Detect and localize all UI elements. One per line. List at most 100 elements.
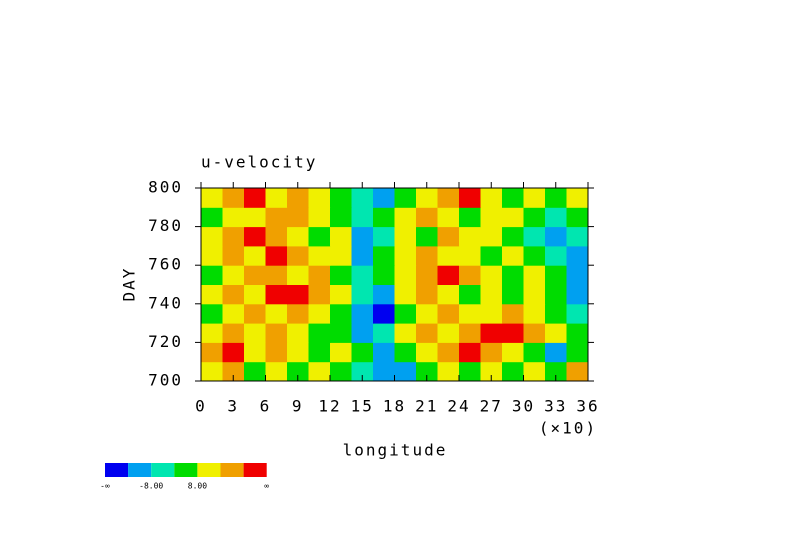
cell xyxy=(480,303,503,324)
cell xyxy=(222,284,245,305)
cell xyxy=(459,188,481,208)
cell xyxy=(373,284,395,305)
cell xyxy=(502,323,524,343)
cell xyxy=(459,245,481,266)
cell xyxy=(416,303,438,324)
cell xyxy=(330,226,352,247)
cell xyxy=(502,207,524,228)
cell xyxy=(308,226,331,247)
cell xyxy=(502,188,524,208)
cell xyxy=(437,303,460,324)
colorbar-swatch xyxy=(220,463,244,477)
cell xyxy=(502,284,524,305)
cell xyxy=(265,245,288,266)
cell xyxy=(308,188,331,208)
cell xyxy=(201,245,223,266)
cell xyxy=(265,323,288,343)
cell xyxy=(437,342,460,363)
x-tick-label: 27 xyxy=(480,397,503,416)
x-tick-label: 0 xyxy=(195,397,207,416)
y-tick-label: 740 xyxy=(148,293,183,312)
cell xyxy=(244,265,266,285)
cell xyxy=(545,323,567,343)
cell xyxy=(545,207,567,228)
cell xyxy=(394,245,417,266)
x-tick-label: 12 xyxy=(318,397,341,416)
cell xyxy=(201,188,223,208)
cell xyxy=(566,323,589,343)
cell xyxy=(480,284,503,305)
y-axis-label: DAY xyxy=(120,267,139,302)
colorbar-swatch xyxy=(197,463,221,477)
cell xyxy=(394,323,417,343)
cell xyxy=(222,188,245,208)
x-axis-label: longitude xyxy=(343,441,448,460)
cell xyxy=(416,284,438,305)
colorbar-swatch xyxy=(128,463,152,477)
cell xyxy=(545,226,567,247)
cell xyxy=(222,207,245,228)
x-tick-label: 30 xyxy=(512,397,535,416)
cell xyxy=(308,245,331,266)
cell xyxy=(523,284,546,305)
cell xyxy=(459,265,481,285)
cell xyxy=(394,226,417,247)
cell xyxy=(502,303,524,324)
cell xyxy=(265,265,288,285)
cell xyxy=(308,207,331,228)
cell xyxy=(566,303,589,324)
cell xyxy=(351,207,374,228)
cell xyxy=(308,361,331,382)
cell xyxy=(201,284,223,305)
cell xyxy=(480,245,503,266)
cell xyxy=(394,303,417,324)
cell xyxy=(545,265,567,285)
cell xyxy=(459,323,481,343)
cell xyxy=(222,342,245,363)
x-tick-label: 6 xyxy=(260,397,272,416)
cell xyxy=(459,207,481,228)
cell xyxy=(373,342,395,363)
cell xyxy=(265,342,288,363)
cell xyxy=(437,207,460,228)
cell xyxy=(566,207,589,228)
cell xyxy=(351,188,374,208)
cell xyxy=(545,342,567,363)
cell xyxy=(416,245,438,266)
cell xyxy=(222,303,245,324)
x-tick-label: 36 xyxy=(576,397,599,416)
cell xyxy=(437,226,460,247)
cell xyxy=(201,361,223,382)
cell xyxy=(222,361,245,382)
cell xyxy=(373,265,395,285)
cell xyxy=(351,361,374,382)
cell xyxy=(287,284,309,305)
cell xyxy=(373,245,395,266)
cell xyxy=(287,226,309,247)
cell xyxy=(523,361,546,382)
cell xyxy=(459,342,481,363)
cell xyxy=(566,226,589,247)
cell xyxy=(308,265,331,285)
chart-title: u-velocity xyxy=(201,153,317,172)
cell xyxy=(201,323,223,343)
cell xyxy=(351,245,374,266)
cell xyxy=(287,303,309,324)
cell xyxy=(351,303,374,324)
colorbar-label: -8.00 xyxy=(139,482,163,491)
cell xyxy=(416,226,438,247)
cell xyxy=(222,265,245,285)
cell xyxy=(502,245,524,266)
cell xyxy=(394,284,417,305)
cell xyxy=(545,284,567,305)
cell xyxy=(308,323,331,343)
x-tick-label: 24 xyxy=(447,397,470,416)
x-tick-label: 18 xyxy=(383,397,406,416)
cell xyxy=(330,245,352,266)
colorbar-swatch xyxy=(105,463,129,477)
cell xyxy=(330,323,352,343)
cell xyxy=(523,323,546,343)
cell xyxy=(265,284,288,305)
cell xyxy=(437,284,460,305)
